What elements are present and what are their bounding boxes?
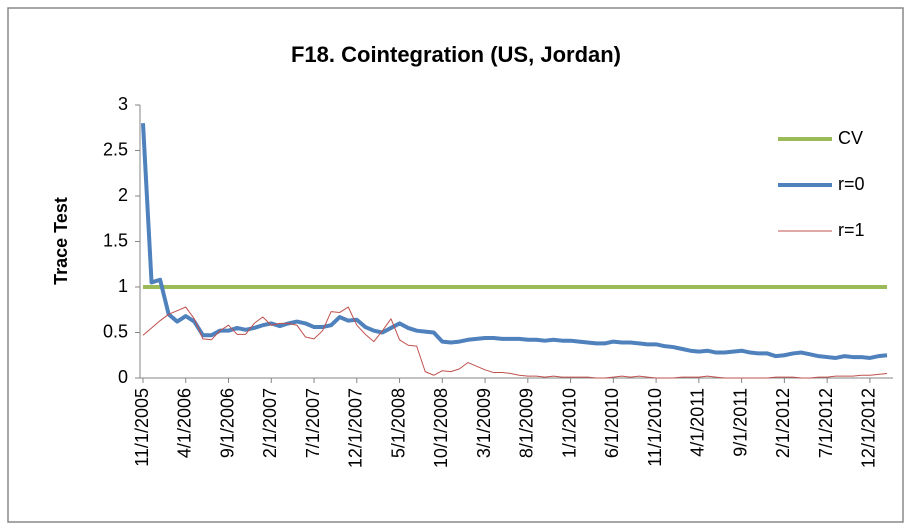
x-tick-label: 9/1/2011 [730, 388, 750, 457]
y-tick-label: 1.5 [103, 230, 128, 250]
x-tick-label: 11/1/2005 [132, 388, 152, 467]
y-tick-label: 1 [118, 276, 128, 296]
y-axis-title: Trace Test [51, 197, 71, 285]
legend-label: r=1 [838, 220, 865, 240]
x-tick-label: 3/1/2009 [474, 388, 494, 458]
y-tick-label: 0 [118, 367, 128, 387]
x-tick-label: 1/1/2010 [559, 388, 579, 458]
x-tick-label: 12/1/2007 [346, 388, 366, 468]
x-tick-label: 7/1/2007 [303, 388, 323, 458]
y-tick-label: 2.5 [103, 139, 128, 159]
x-tick-label: 11/1/2010 [645, 388, 665, 467]
x-tick-label: 4/1/2011 [688, 388, 708, 457]
x-tick-label: 4/1/2006 [175, 388, 195, 458]
chart-title: F18. Cointegration (US, Jordan) [291, 42, 621, 67]
x-tick-label: 6/1/2010 [602, 388, 622, 458]
x-tick-label: 9/1/2006 [217, 388, 237, 458]
y-tick-label: 2 [118, 185, 128, 205]
y-tick-label: 0.5 [103, 321, 128, 341]
x-tick-label: 2/1/2012 [773, 388, 793, 458]
chart-frame [7, 7, 904, 523]
legend-label: r=0 [838, 174, 865, 194]
x-tick-label: 7/1/2012 [816, 388, 836, 458]
x-tick-label: 2/1/2007 [260, 388, 280, 458]
series-line [141, 123, 888, 360]
legend-label: CV [838, 128, 863, 148]
x-tick-label: 10/1/2008 [431, 388, 451, 468]
series-line [142, 306, 888, 379]
y-tick-label: 3 [118, 94, 128, 114]
x-tick-label: 12/1/2012 [859, 388, 879, 468]
x-tick-label: 5/1/2008 [388, 388, 408, 458]
x-tick-label: 8/1/2009 [517, 388, 537, 458]
